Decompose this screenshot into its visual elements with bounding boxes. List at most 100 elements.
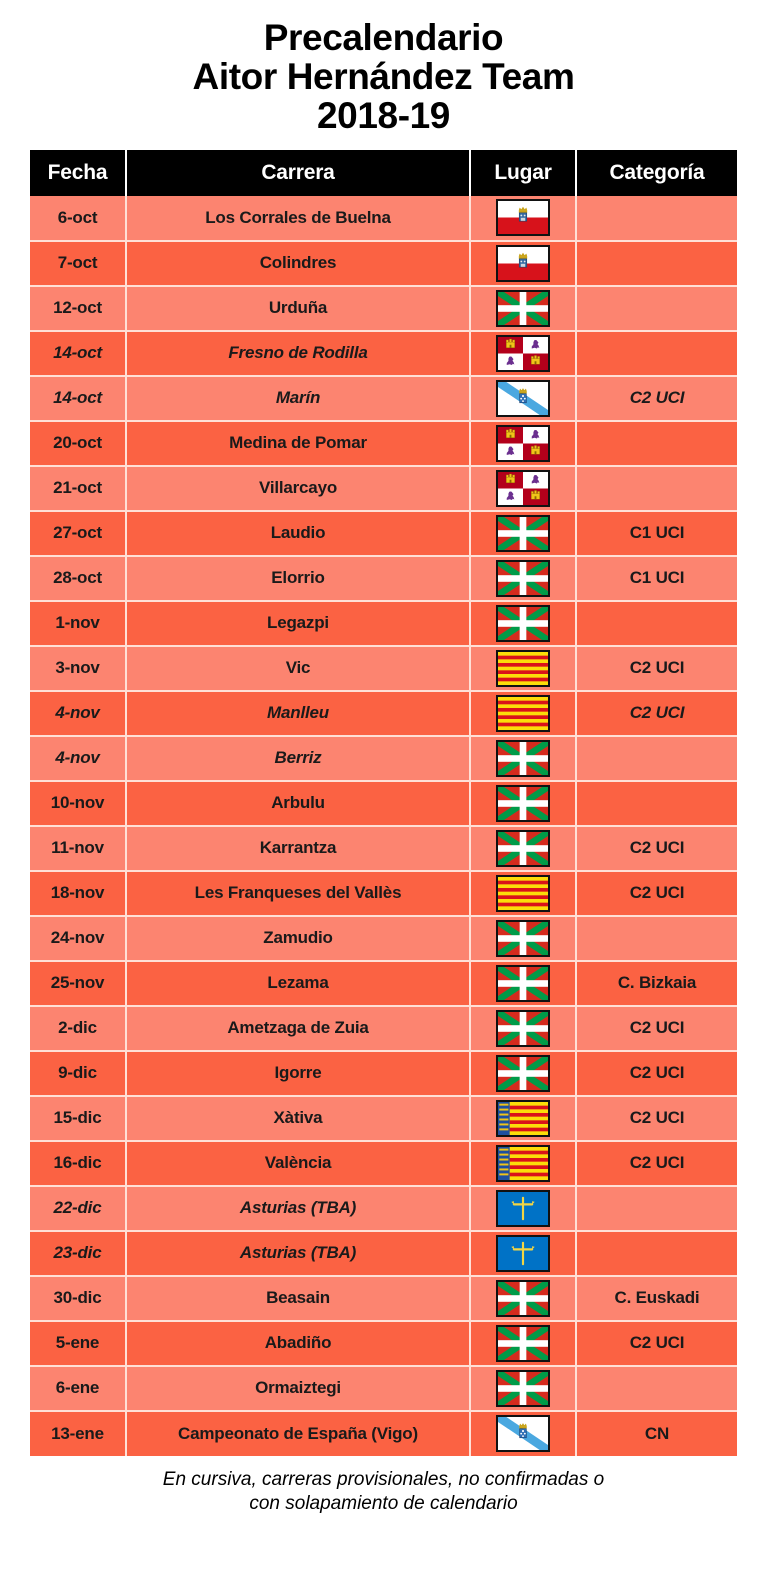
- cell-carrera: Les Franqueses del Vallès: [126, 870, 471, 917]
- footnote: En cursiva, carreras provisionales, no c…: [64, 1468, 704, 1516]
- cell-fecha: 7-oct: [30, 240, 127, 287]
- euskadi-flag-icon: [496, 1054, 550, 1092]
- cell-carrera: Fresno de Rodilla: [126, 330, 471, 377]
- cell-carrera: Colindres: [126, 240, 471, 287]
- cell-fecha: 28-oct: [30, 555, 127, 602]
- euskadi-flag-icon: [496, 919, 550, 957]
- cell-categoria: C2 UCI: [576, 375, 737, 422]
- cell-categoria: [576, 780, 737, 827]
- cell-categoria: [576, 1365, 737, 1412]
- table-row: 18-nov Les Franqueses del Vallès C2 UCI: [30, 870, 737, 917]
- cell-lugar: [470, 1230, 577, 1277]
- title-line-precalendario: Precalendario: [263, 17, 504, 58]
- cell-fecha: 2-dic: [30, 1005, 127, 1052]
- cell-carrera: Abadiño: [126, 1320, 471, 1367]
- euskadi-flag-icon: [496, 1324, 550, 1362]
- euskadi-flag-icon: [496, 289, 550, 327]
- cell-carrera: Asturias (TBA): [126, 1185, 471, 1232]
- cell-categoria: C2 UCI: [576, 1005, 737, 1052]
- cell-categoria: [576, 915, 737, 962]
- cell-fecha: 25-nov: [30, 960, 127, 1007]
- footnote-line-2: con solapamiento de calendario: [249, 1492, 518, 1514]
- table-row: 30-dic Beasain C. Euskadi: [30, 1275, 737, 1322]
- cell-categoria: C. Bizkaia: [576, 960, 737, 1007]
- table-row: 22-dic Asturias (TBA): [30, 1185, 737, 1232]
- cell-fecha: 13-ene: [30, 1410, 127, 1456]
- cell-categoria: C2 UCI: [576, 1140, 737, 1187]
- cell-categoria: C1 UCI: [576, 510, 737, 557]
- cell-categoria: C2 UCI: [576, 645, 737, 692]
- table-row: 13-ene Campeonato de España (Vigo) CN: [30, 1410, 737, 1456]
- cell-fecha: 22-dic: [30, 1185, 127, 1232]
- cell-carrera: Asturias (TBA): [126, 1230, 471, 1277]
- table-row: 4-nov Berriz: [30, 735, 737, 782]
- cell-lugar: [470, 1320, 577, 1367]
- cell-carrera: Karrantza: [126, 825, 471, 872]
- cell-carrera: Zamudio: [126, 915, 471, 962]
- cell-carrera: Vic: [126, 645, 471, 692]
- table-body: 6-oct Los Corrales de Buelna 7-oct Colindre…: [30, 195, 737, 1456]
- column-header-categoria: Categoría: [576, 149, 737, 196]
- cantabria-flag-icon: [496, 244, 550, 282]
- valencia-flag-icon: [496, 1099, 550, 1137]
- cell-categoria: [576, 1185, 737, 1232]
- castilla-leon-flag-icon: [496, 424, 550, 462]
- cell-fecha: 20-oct: [30, 420, 127, 467]
- cell-lugar: [470, 1050, 577, 1097]
- cell-carrera: Ametzaga de Zuia: [126, 1005, 471, 1052]
- page-title: Precalendario Aitor Hernández Team 2018-…: [0, 0, 767, 136]
- table-row: 27-oct Laudio C1 UCI: [30, 510, 737, 557]
- cell-lugar: [470, 555, 577, 602]
- cell-lugar: [470, 330, 577, 377]
- cell-carrera: València: [126, 1140, 471, 1187]
- cell-categoria: [576, 285, 737, 332]
- cell-carrera: Manlleu: [126, 690, 471, 737]
- cell-carrera: Ormaiztegi: [126, 1365, 471, 1412]
- cell-lugar: [470, 285, 577, 332]
- cell-categoria: [576, 600, 737, 647]
- castilla-leon-flag-icon: [496, 334, 550, 372]
- cell-carrera: Igorre: [126, 1050, 471, 1097]
- cell-categoria: [576, 735, 737, 782]
- cell-lugar: [470, 1275, 577, 1322]
- galicia-flag-icon: [496, 379, 550, 417]
- galicia-flag-icon: [496, 1415, 550, 1453]
- cell-carrera: Berriz: [126, 735, 471, 782]
- cell-categoria: C2 UCI: [576, 1320, 737, 1367]
- title-line-team: Aitor Hernández Team: [192, 56, 575, 98]
- cell-lugar: [470, 960, 577, 1007]
- cell-lugar: [470, 1005, 577, 1052]
- cell-carrera: Xàtiva: [126, 1095, 471, 1142]
- table-row: 23-dic Asturias (TBA): [30, 1230, 737, 1277]
- catalunya-flag-icon: [496, 649, 550, 687]
- euskadi-flag-icon: [496, 739, 550, 777]
- cell-fecha: 14-oct: [30, 375, 127, 422]
- cell-carrera: Laudio: [126, 510, 471, 557]
- table-row: 21-oct Villarcayo: [30, 465, 737, 512]
- euskadi-flag-icon: [496, 559, 550, 597]
- cell-carrera: Los Corrales de Buelna: [126, 195, 471, 242]
- cell-fecha: 23-dic: [30, 1230, 127, 1277]
- cell-lugar: [470, 1365, 577, 1412]
- cell-carrera: Lezama: [126, 960, 471, 1007]
- cell-lugar: [470, 240, 577, 287]
- cell-categoria: [576, 420, 737, 467]
- table-row: 1-nov Legazpi: [30, 600, 737, 647]
- euskadi-flag-icon: [496, 829, 550, 867]
- cell-fecha: 4-nov: [30, 735, 127, 782]
- calendar-table: Fecha Carrera Lugar Categoría 6-oct Los C…: [30, 149, 737, 1456]
- euskadi-flag-icon: [496, 604, 550, 642]
- column-header-fecha: Fecha: [30, 149, 127, 196]
- cell-lugar: [470, 1410, 577, 1456]
- cell-lugar: [470, 600, 577, 647]
- cell-categoria: C2 UCI: [576, 825, 737, 872]
- table-row: 10-nov Arbulu: [30, 780, 737, 827]
- cell-fecha: 24-nov: [30, 915, 127, 962]
- table-row: 14-oct Marín C2 UCI: [30, 375, 737, 422]
- cell-carrera: Villarcayo: [126, 465, 471, 512]
- cell-carrera: Urduña: [126, 285, 471, 332]
- table-row: 7-oct Colindres: [30, 240, 737, 287]
- cell-categoria: [576, 240, 737, 287]
- table-row: 15-dic Xàtiva C2 UCI: [30, 1095, 737, 1142]
- cell-fecha: 21-oct: [30, 465, 127, 512]
